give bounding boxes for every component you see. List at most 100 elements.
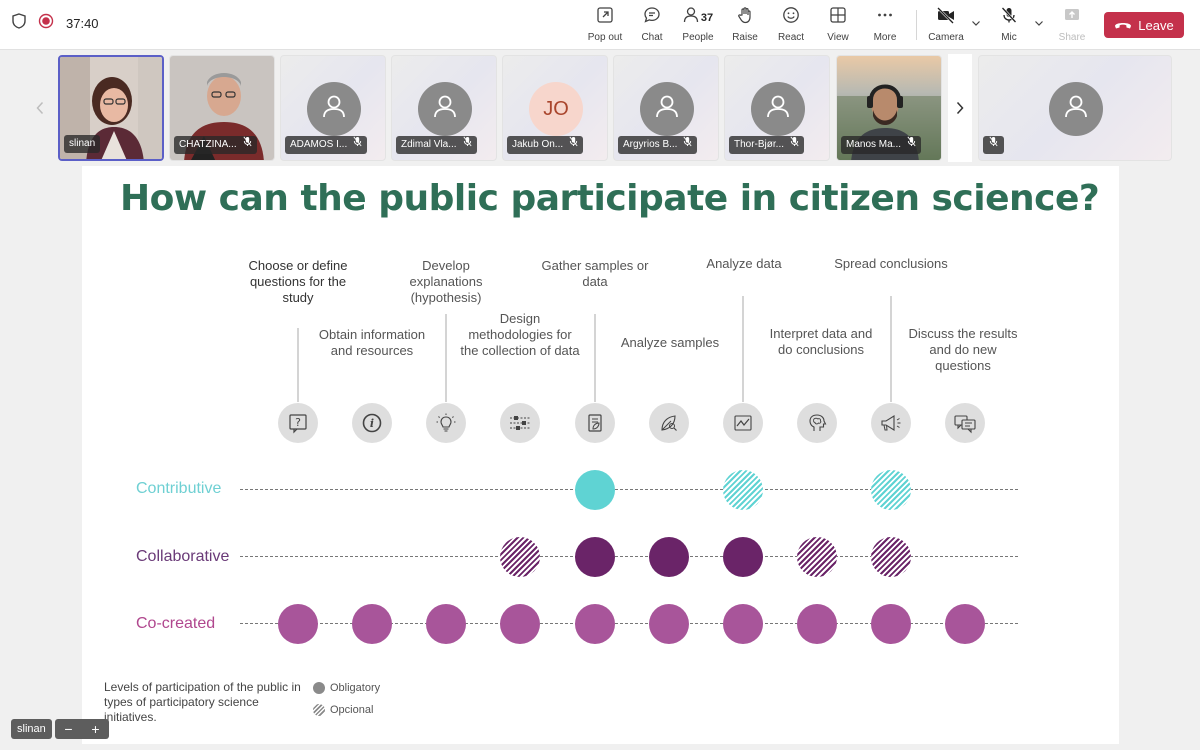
popout-icon: [596, 6, 614, 29]
participant-name: Manos Ma...: [846, 139, 902, 150]
leave-button[interactable]: Leave: [1104, 12, 1184, 38]
participant-name: Thor-Bjør...: [734, 139, 785, 150]
row-line: [240, 489, 1018, 490]
participant-tile-argyrios[interactable]: Argyrios B...: [613, 55, 719, 161]
legend-optional: Opcional: [313, 704, 373, 716]
zoom-in-button[interactable]: +: [91, 721, 100, 737]
participant-tile-chatzina[interactable]: CHATZINA...: [169, 55, 275, 161]
step-label: Choose or define questions for the study: [248, 258, 348, 305]
zoom-out-button[interactable]: −: [64, 721, 73, 737]
participant-avatar: [418, 82, 472, 136]
step-label: Spread conclusions: [834, 256, 948, 271]
participant-tile-thor-bjor[interactable]: Thor-Bjør...: [724, 55, 830, 161]
mic-muted-icon: [683, 136, 693, 154]
participant-initials-avatar: JO: [529, 82, 583, 136]
brain-head-icon: [797, 403, 837, 443]
participant-tile-slinan[interactable]: slinan: [58, 55, 164, 161]
obligatory-marker: [649, 537, 689, 577]
chat-icon: [643, 6, 661, 29]
share-icon: [1063, 6, 1081, 29]
chat-button[interactable]: Chat: [624, 6, 680, 46]
phone-hangup-icon: [1114, 18, 1132, 33]
smiley-icon: [782, 6, 800, 29]
obligatory-marker: [500, 604, 540, 644]
obligatory-marker: [723, 604, 763, 644]
toolbar-divider: [916, 10, 917, 40]
mic-muted-icon: [463, 136, 472, 154]
raise-hand-button[interactable]: Raise: [717, 6, 773, 46]
react-label: React: [777, 32, 805, 43]
optional-marker: [871, 537, 911, 577]
person-icon: [320, 93, 348, 126]
person-icon: [431, 93, 459, 126]
ellipsis-icon: [876, 6, 894, 29]
step-label: Discuss the results and do new questions: [908, 326, 1018, 373]
participant-name: Jakub On...: [512, 139, 564, 150]
people-button[interactable]: 37 People: [670, 6, 726, 46]
step-label: Analyze data: [706, 256, 782, 271]
participant-name-tag: slinan: [64, 135, 101, 153]
mic-muted-icon: [353, 136, 362, 154]
react-button[interactable]: React: [763, 6, 819, 46]
participant-tile-zdimal[interactable]: Zdimal Vla...: [391, 55, 497, 161]
step-label: Gather samples or data: [541, 258, 649, 289]
obligatory-marker: [723, 537, 763, 577]
participant-avatar: [640, 82, 694, 136]
people-count: 37: [700, 11, 714, 24]
camera-options-chevron-icon[interactable]: [971, 18, 981, 31]
step-label: Design methodologies for the collection …: [460, 311, 580, 358]
participant-avatar: [307, 82, 361, 136]
person-icon: [653, 93, 681, 126]
participant-name: Zdimal Vla...: [401, 139, 457, 150]
participant-name: Argyrios B...: [623, 139, 678, 150]
step-label: Interpret data and do conclusions: [769, 326, 873, 357]
share-button[interactable]: Share: [1044, 6, 1100, 46]
obligatory-marker: [352, 604, 392, 644]
strip-prev-chevron-icon[interactable]: [28, 54, 52, 162]
mic-muted-icon: [907, 136, 916, 154]
participant-tile-adamos[interactable]: ADAMOS I...: [280, 55, 386, 161]
view-button[interactable]: View: [810, 6, 866, 46]
optional-marker: [797, 537, 837, 577]
row-label-collaborative: Collaborative: [136, 548, 230, 565]
step-connector: [297, 328, 299, 402]
participant-name: slinan: [69, 138, 96, 149]
leave-label: Leave: [1138, 17, 1174, 33]
self-view-label[interactable]: slinan: [11, 719, 52, 739]
participant-name: ADAMOS I...: [290, 139, 348, 150]
legend-hatched-swatch: [313, 704, 325, 716]
step-label: Develop explanations (hypothesis): [409, 258, 483, 305]
popout-button[interactable]: Pop out: [577, 6, 633, 46]
step-connector: [445, 314, 447, 402]
legend-optional-label: Opcional: [330, 704, 374, 716]
line-chart-icon: [723, 403, 763, 443]
sliders-icon: [500, 403, 540, 443]
recording-icon: [38, 13, 54, 34]
slide-zoom-controls: − +: [55, 719, 109, 739]
self-preview-tile[interactable]: [978, 55, 1172, 161]
leaf-magnifier-icon: [649, 403, 689, 443]
mic-options-chevron-icon[interactable]: [1034, 18, 1044, 31]
camera-button[interactable]: Camera: [918, 6, 974, 46]
participant-name-tag: Jakub On...: [507, 136, 584, 154]
megaphone-icon: [871, 403, 911, 443]
legend-obligatory-label: Obligatory: [330, 682, 381, 694]
people-icon: [683, 6, 699, 29]
obligatory-marker: [797, 604, 837, 644]
more-button[interactable]: More: [857, 6, 913, 46]
row-line: [240, 556, 1018, 557]
strip-next-chevron-icon[interactable]: [948, 54, 972, 162]
meeting-timer: 37:40: [66, 16, 99, 31]
participant-tile-manos[interactable]: Manos Ma...: [836, 55, 942, 161]
view-label: View: [827, 32, 849, 43]
mic-label: Mic: [1001, 32, 1017, 43]
info-icon: i: [352, 403, 392, 443]
clipboard-icon: [575, 403, 615, 443]
popout-label: Pop out: [587, 32, 623, 43]
speech-bubbles-icon: [945, 403, 985, 443]
mic-button[interactable]: Mic: [981, 6, 1037, 46]
participant-tile-jakub[interactable]: JO Jakub On...: [502, 55, 608, 161]
shield-icon[interactable]: [12, 13, 26, 34]
participant-avatar: [1049, 82, 1103, 136]
row-label-co-created: Co-created: [136, 615, 216, 632]
